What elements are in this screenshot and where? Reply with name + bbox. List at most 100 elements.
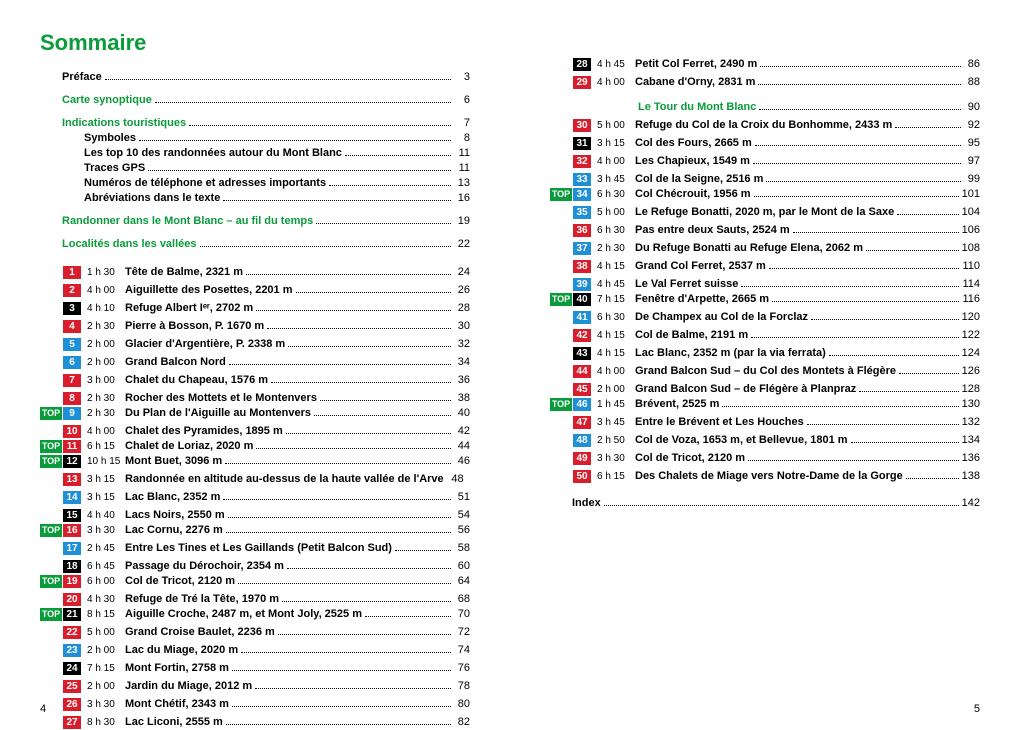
hike-row: TOP218 h 15Aiguille Croche, 2487 m, et M… (40, 607, 470, 622)
hike-duration: 4 h 00 (597, 75, 635, 90)
hike-title: Cabane d'Orny, 2831 m (635, 75, 755, 90)
hike-duration: 4 h 00 (597, 364, 635, 379)
top-tag: TOP (550, 398, 572, 411)
hike-duration: 5 h 00 (87, 625, 125, 640)
hike-row: TOP92 h 30Du Plan de l'Aiguille au Monte… (40, 406, 470, 421)
toc-page: 6 (454, 93, 470, 108)
hike-num: 16 (63, 524, 81, 537)
hike-title: Col Chécrouit, 1956 m (635, 187, 751, 202)
hike-duration: 6 h 45 (87, 559, 125, 574)
hike-num: 20 (63, 593, 81, 606)
hike-page: 132 (962, 415, 980, 430)
hike-num: 2 (63, 284, 81, 297)
toc-label: Numéros de téléphone et adresses importa… (84, 176, 326, 191)
hike-title: Des Chalets de Miage vers Notre-Dame de … (635, 469, 903, 484)
hike-title: Les Chapieux, 1549 m (635, 154, 750, 169)
top-tag (40, 487, 62, 500)
hike-page: 46 (454, 454, 470, 469)
hike-duration: 2 h 50 (597, 433, 635, 448)
top-tag: TOP (550, 188, 572, 201)
top-tag: TOP (550, 293, 572, 306)
hike-page: 24 (454, 265, 470, 280)
hike-page: 82 (454, 715, 470, 730)
hike-row: 252 h 00Jardin du Miage, 2012 m78 (40, 676, 470, 694)
toc-label: Traces GPS (84, 161, 145, 176)
hike-duration: 2 h 00 (87, 337, 125, 352)
hike-title: Mont Buet, 3096 m (125, 454, 222, 469)
hike-page: 97 (964, 154, 980, 169)
hike-row: TOP461 h 45Brévent, 2525 m130 (550, 397, 980, 412)
hike-title: Refuge du Col de la Croix du Bonhomme, 2… (635, 118, 892, 133)
top-tag (550, 169, 572, 182)
hike-title: Petit Col Ferret, 2490 m (635, 57, 757, 72)
hike-page: 101 (962, 187, 980, 202)
hike-page: 122 (962, 328, 980, 343)
toc-page: 22 (454, 237, 470, 252)
hike-row: 73 h 00Chalet du Chapeau, 1576 m36 (40, 370, 470, 388)
hike-page: 76 (454, 661, 470, 676)
hike-row: 394 h 45Le Val Ferret suisse114 (550, 274, 980, 292)
hike-duration: 3 h 15 (87, 490, 125, 505)
hike-num: 34 (573, 188, 591, 201)
hike-page: 116 (962, 292, 980, 307)
hike-num: 25 (63, 680, 81, 693)
top-tag (40, 556, 62, 569)
hike-title: Du Plan de l'Aiguille au Montenvers (125, 406, 311, 421)
hike-title: Chalet du Chapeau, 1576 m (125, 373, 268, 388)
hike-duration: 8 h 30 (87, 715, 125, 730)
hike-row: 424 h 15Col de Balme, 2191 m122 (550, 325, 980, 343)
toc-page: 16 (454, 191, 470, 206)
hike-num: 4 (63, 320, 81, 333)
hike-num: 46 (573, 398, 591, 411)
hike-duration: 2 h 00 (87, 643, 125, 658)
hike-row: 186 h 45Passage du Dérochoir, 2354 m60 (40, 556, 470, 574)
top-tag: TOP (40, 524, 62, 537)
hike-num: 35 (573, 206, 591, 219)
hike-title: Lac Blanc, 2352 m (125, 490, 220, 505)
hike-row: 154 h 40Lacs Noirs, 2550 m54 (40, 505, 470, 523)
hike-row: TOP1210 h 15Mont Buet, 3096 m46 (40, 454, 470, 469)
top-tag (40, 469, 62, 482)
hike-row: 143 h 15Lac Blanc, 2352 m51 (40, 487, 470, 505)
hike-row: 172 h 45Entre Les Tines et Les Gaillands… (40, 538, 470, 556)
hike-row: 232 h 00Lac du Miage, 2020 m74 (40, 640, 470, 658)
hike-page: 30 (454, 319, 470, 334)
hike-title: Le Val Ferret suisse (635, 277, 738, 292)
top-tag (550, 466, 572, 479)
hike-page: 28 (454, 301, 470, 316)
hike-row: 305 h 00Refuge du Col de la Croix du Bon… (550, 115, 980, 133)
hike-row: 34 h 10Refuge Albert Iᵉʳ, 2702 m28 (40, 298, 470, 316)
hike-duration: 6 h 00 (87, 574, 125, 589)
top-tag (40, 589, 62, 602)
hike-duration: 1 h 45 (597, 397, 635, 412)
toc-label: Abréviations dans le texte (84, 191, 220, 206)
page-number-left: 4 (40, 703, 46, 715)
top-tag (550, 325, 572, 338)
hike-duration: 3 h 15 (87, 472, 125, 487)
hike-row: 278 h 30Lac Liconi, 2555 m82 (40, 712, 470, 730)
hike-duration: 3 h 45 (597, 172, 635, 187)
top-tag (40, 334, 62, 347)
hike-duration: 1 h 30 (87, 265, 125, 280)
hike-duration: 4 h 00 (87, 424, 125, 439)
hike-num: 42 (573, 329, 591, 342)
index-page: 142 (962, 496, 980, 511)
toc-title: Sommaire (40, 30, 470, 56)
hike-title: Pas entre deux Sauts, 2524 m (635, 223, 790, 238)
hike-num: 14 (63, 491, 81, 504)
hike-row: 372 h 30Du Refuge Bonatti au Refuge Elen… (550, 238, 980, 256)
hike-title: De Champex au Col de la Forclaz (635, 310, 808, 325)
top-tag (40, 505, 62, 518)
hike-title: Passage du Dérochoir, 2354 m (125, 559, 284, 574)
toc-page: 3 (454, 70, 470, 85)
hike-title: Grand Croise Baulet, 2236 m (125, 625, 275, 640)
hike-duration: 4 h 10 (87, 301, 125, 316)
section-line: Le Tour du Mont Blanc90 (550, 100, 980, 115)
hike-num: 43 (573, 347, 591, 360)
hike-row: 24 h 00Aiguillette des Posettes, 2201 m2… (40, 280, 470, 298)
hike-duration: 6 h 15 (87, 439, 125, 454)
hike-page: 54 (454, 508, 470, 523)
section-page: 90 (964, 100, 980, 115)
hike-num: 36 (573, 224, 591, 237)
hike-page: 42 (454, 424, 470, 439)
